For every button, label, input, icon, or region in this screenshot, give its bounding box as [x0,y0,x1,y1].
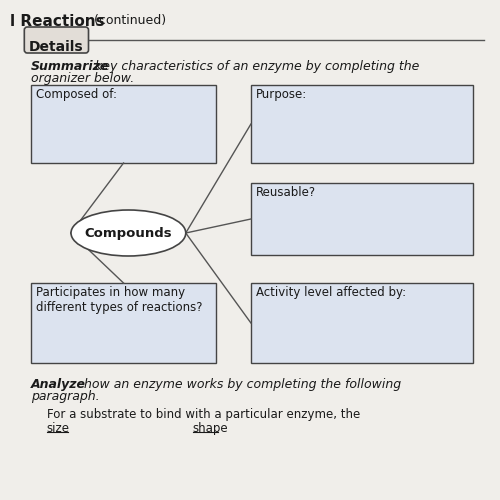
Text: Activity level affected by:: Activity level affected by: [256,286,406,299]
Bar [251,85,472,163]
Text: Participates in how many
different types of reactions?: Participates in how many different types… [36,286,202,314]
Text: key characteristics of an enzyme by completing the: key characteristics of an enzyme by comp… [92,60,420,73]
Bar [251,283,472,363]
Ellipse shape [71,210,186,256]
Text: For a substrate to bind with a particular enzyme, the: For a substrate to bind with a particula… [46,408,360,421]
Text: Compounds: Compounds [84,226,172,239]
Text: organizer below.: organizer below. [31,72,134,85]
Bar [251,183,472,255]
Text: Composed of:: Composed of: [36,88,117,101]
Text: Summarize: Summarize [31,60,110,73]
Text: size: size [46,422,70,435]
Text: shape: shape [192,422,228,435]
Bar [31,283,216,363]
Text: Details: Details [29,40,84,54]
Text: Analyze: Analyze [31,378,86,391]
Bar [31,85,216,163]
Text: how an enzyme works by completing the following: how an enzyme works by completing the fo… [80,378,401,391]
Text: (continued): (continued) [90,14,166,27]
Text: Purpose:: Purpose: [256,88,307,101]
Text: l Reactions: l Reactions [10,14,104,29]
Text: Reusable?: Reusable? [256,186,316,199]
FancyBboxPatch shape [24,27,88,53]
Text: paragraph.: paragraph. [31,390,100,403]
